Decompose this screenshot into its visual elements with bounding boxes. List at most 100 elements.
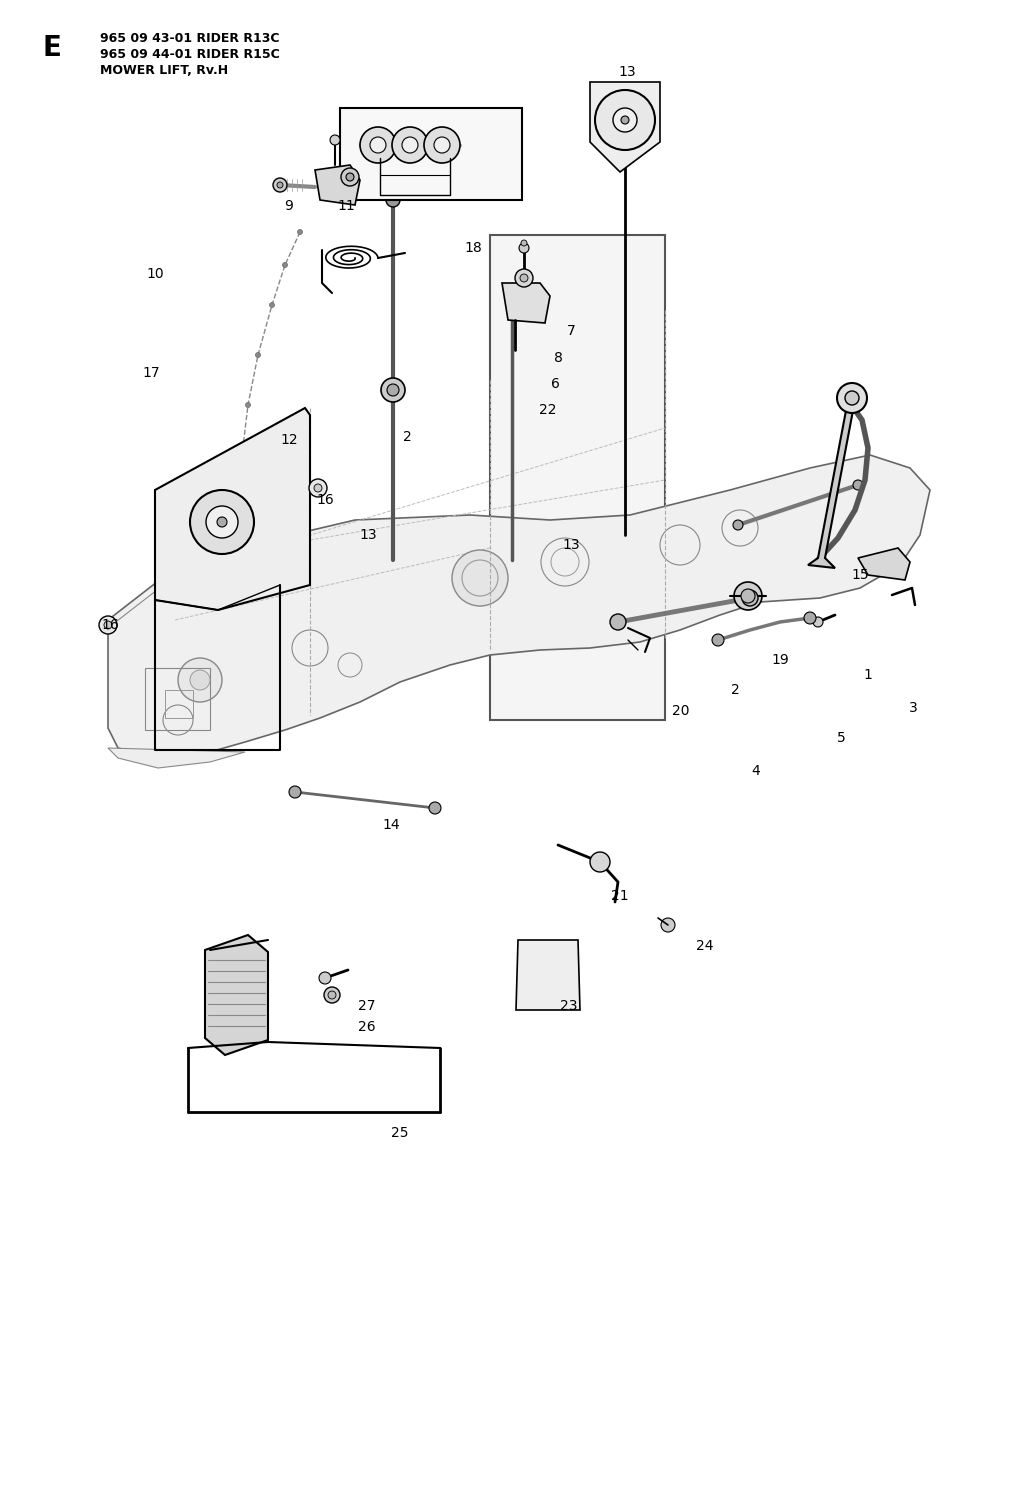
Text: 4: 4 (752, 764, 760, 779)
Circle shape (330, 136, 340, 145)
Circle shape (273, 178, 287, 191)
Text: 13: 13 (618, 65, 637, 80)
Polygon shape (590, 81, 660, 172)
Polygon shape (808, 401, 855, 568)
Text: 11: 11 (337, 199, 355, 214)
Polygon shape (858, 548, 910, 580)
Circle shape (283, 262, 288, 268)
Text: 22: 22 (539, 402, 557, 417)
Circle shape (452, 550, 508, 605)
Circle shape (246, 402, 251, 408)
Circle shape (429, 803, 441, 815)
Circle shape (328, 991, 336, 998)
Circle shape (217, 517, 227, 527)
Circle shape (742, 590, 758, 605)
Circle shape (610, 614, 626, 630)
Circle shape (813, 617, 823, 626)
Text: 25: 25 (390, 1125, 409, 1140)
Polygon shape (502, 283, 550, 322)
Text: 1: 1 (864, 667, 872, 682)
Text: 14: 14 (382, 818, 400, 833)
Text: 9: 9 (285, 199, 293, 214)
Bar (145, 669, 210, 730)
Circle shape (341, 169, 359, 187)
Circle shape (314, 483, 322, 492)
Circle shape (521, 239, 527, 245)
Text: 7: 7 (567, 324, 575, 339)
Text: 18: 18 (464, 241, 482, 256)
Circle shape (324, 986, 340, 1003)
Text: 23: 23 (559, 998, 578, 1014)
Text: 10: 10 (146, 267, 165, 282)
Circle shape (734, 581, 762, 610)
Circle shape (269, 303, 274, 307)
Circle shape (104, 620, 112, 630)
Circle shape (520, 274, 528, 282)
Circle shape (387, 384, 399, 396)
Polygon shape (205, 935, 268, 1056)
Circle shape (804, 611, 816, 623)
Text: 6: 6 (551, 376, 559, 392)
Text: E: E (43, 35, 61, 62)
Text: 27: 27 (357, 998, 376, 1014)
Circle shape (434, 137, 450, 154)
Circle shape (595, 90, 655, 151)
Circle shape (240, 452, 245, 458)
Text: 2: 2 (403, 429, 412, 444)
Circle shape (519, 242, 529, 253)
Circle shape (613, 108, 637, 133)
Text: 965 09 43-01 RIDER R13C: 965 09 43-01 RIDER R13C (100, 32, 280, 45)
Circle shape (256, 352, 260, 357)
Bar (340, 108, 522, 200)
Text: 13: 13 (359, 527, 378, 542)
Circle shape (206, 506, 238, 538)
Text: 17: 17 (142, 366, 161, 381)
Text: MOWER LIFT, Rv.H: MOWER LIFT, Rv.H (100, 63, 228, 77)
Text: 965 09 44-01 RIDER R15C: 965 09 44-01 RIDER R15C (100, 48, 280, 60)
Circle shape (289, 786, 301, 798)
Text: 15: 15 (851, 568, 869, 583)
Circle shape (853, 480, 863, 489)
Circle shape (621, 116, 629, 123)
Circle shape (278, 182, 283, 188)
Circle shape (845, 392, 859, 405)
Circle shape (99, 616, 117, 634)
Circle shape (402, 137, 418, 154)
Circle shape (236, 557, 241, 563)
Circle shape (190, 670, 210, 690)
Circle shape (319, 971, 331, 983)
Polygon shape (108, 748, 245, 768)
Circle shape (236, 503, 241, 508)
Circle shape (309, 479, 327, 497)
Text: 3: 3 (909, 700, 918, 715)
Circle shape (370, 137, 386, 154)
Circle shape (178, 658, 222, 702)
Polygon shape (108, 455, 930, 758)
Text: 13: 13 (562, 538, 581, 553)
Text: 19: 19 (771, 652, 790, 667)
Circle shape (662, 919, 675, 932)
Text: 24: 24 (695, 938, 714, 953)
Circle shape (741, 589, 755, 602)
Bar (165, 690, 193, 718)
Circle shape (712, 634, 724, 646)
Circle shape (837, 383, 867, 413)
Circle shape (392, 127, 428, 163)
Text: 2: 2 (731, 682, 739, 697)
Polygon shape (516, 940, 580, 1011)
Polygon shape (315, 166, 360, 205)
Circle shape (360, 127, 396, 163)
Circle shape (346, 173, 354, 181)
Text: 8: 8 (554, 351, 562, 366)
Text: 12: 12 (280, 432, 298, 447)
Circle shape (733, 520, 743, 530)
Text: 16: 16 (316, 492, 335, 508)
Circle shape (381, 378, 406, 402)
Text: 16: 16 (101, 617, 120, 633)
Polygon shape (490, 235, 665, 720)
Text: 5: 5 (838, 730, 846, 745)
Circle shape (386, 193, 400, 206)
Circle shape (190, 489, 254, 554)
Text: 26: 26 (357, 1020, 376, 1035)
Circle shape (515, 270, 534, 288)
